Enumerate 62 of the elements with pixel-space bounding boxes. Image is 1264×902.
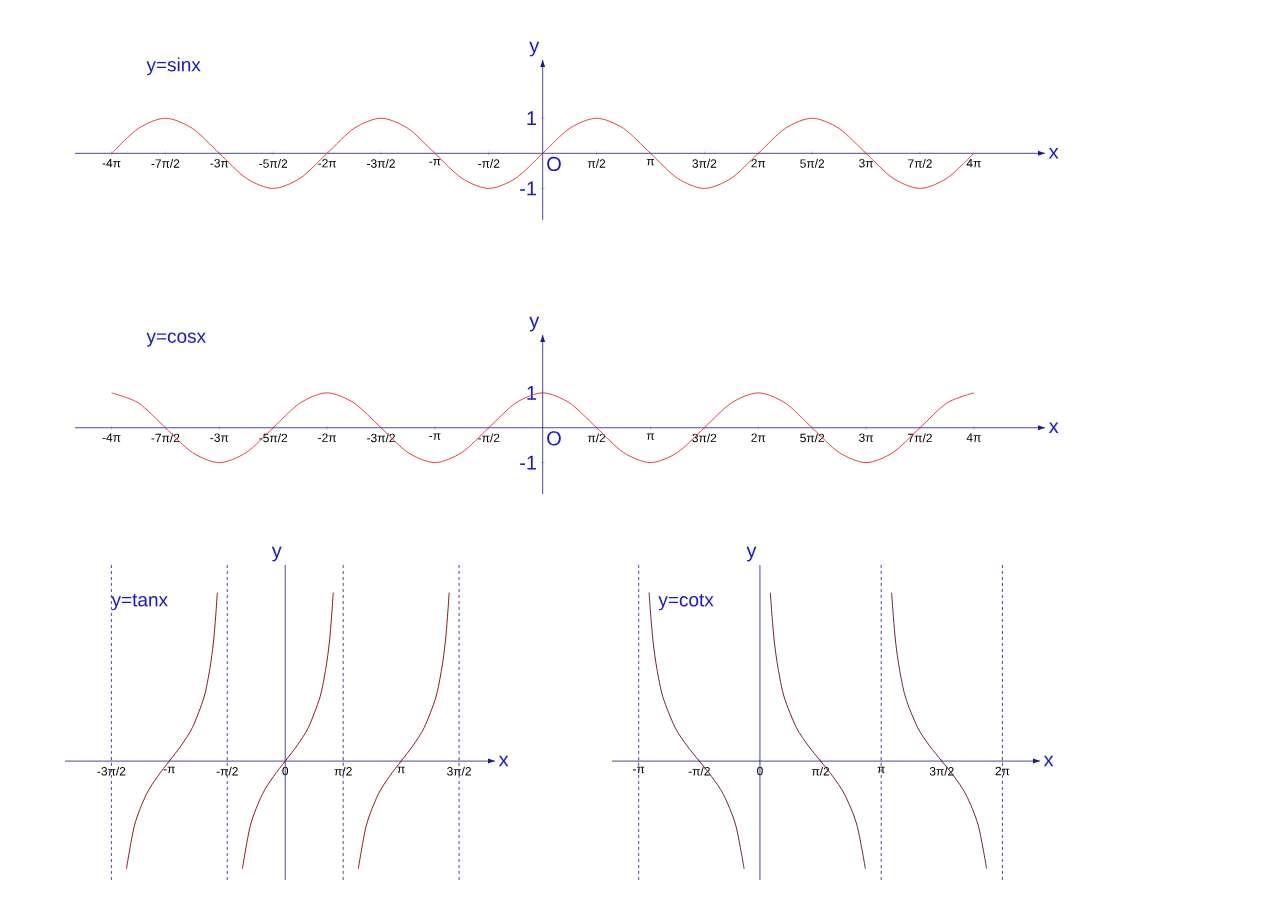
x-tick-label: 4π <box>966 159 981 168</box>
annotation: O <box>547 156 561 172</box>
x-tick-label: -7π/2 <box>151 159 180 168</box>
x-tick-label: 0 <box>757 766 763 776</box>
x-tick-label: 3π <box>859 433 874 442</box>
x-tick-label: -4π <box>102 433 121 442</box>
y-axis-title: y <box>746 546 757 562</box>
x-tick-label: 7π/2 <box>908 159 932 168</box>
chart-title: y=cotx <box>658 594 714 611</box>
x-tick-label: 3π/2 <box>447 766 471 776</box>
x-tick-label: -π <box>429 433 441 440</box>
x-tick-label: -π/2 <box>478 159 500 168</box>
x-tick-label: -π <box>163 766 175 774</box>
y-tick-label: -1 <box>520 455 537 470</box>
x-tick-label: 5π/2 <box>800 433 825 443</box>
annotation: O <box>547 431 561 446</box>
y-tick-label: -1 <box>520 181 537 196</box>
x-tick-label: -3π/2 <box>367 433 395 443</box>
x-tick-label: π/2 <box>334 766 352 776</box>
x-tick-label: 3π/2 <box>692 433 717 443</box>
x-tick-label: 2π <box>995 766 1010 776</box>
chart-title: y=tanx <box>111 594 168 611</box>
x-tick-label: π <box>646 433 655 440</box>
x-tick-label: -3π/2 <box>97 766 126 776</box>
x-tick-label: -3π/2 <box>367 159 395 168</box>
x-tick-label: 4π <box>966 433 981 442</box>
x-tick-label: 2π <box>751 158 766 168</box>
x-tick-label: -π/2 <box>688 766 710 776</box>
x-tick-label: -π/2 <box>478 433 500 443</box>
x-axis-title: x <box>498 755 509 767</box>
x-tick-label: 3π/2 <box>929 766 954 776</box>
x-tick-label: π/2 <box>811 766 830 776</box>
x-tick-label: -π <box>633 766 645 774</box>
y-axis-title: y <box>529 41 540 57</box>
x-tick-label: π/2 <box>587 433 606 443</box>
x-tick-label: -4π <box>102 159 121 168</box>
x-tick-label: 7π/2 <box>908 433 932 443</box>
x-tick-label: 2π <box>751 433 766 442</box>
x-tick-label: -3π <box>210 433 229 442</box>
x-tick-label: -5π/2 <box>259 433 288 443</box>
x-tick-label: -5π/2 <box>259 159 288 168</box>
x-tick-label: 3π/2 <box>692 159 717 168</box>
x-tick-label: -3π <box>210 158 229 168</box>
x-tick-label: -π <box>429 158 441 166</box>
x-tick-label: -π/2 <box>216 766 238 776</box>
x-tick-label: 0 <box>282 766 289 776</box>
x-tick-label: 5π/2 <box>800 159 825 168</box>
x-tick-label: -2π <box>318 158 337 168</box>
x-tick-label: π <box>646 158 655 166</box>
x-axis-title: x <box>1048 422 1059 434</box>
x-tick-label: π <box>397 766 405 774</box>
x-tick-label: 3π <box>859 158 874 168</box>
y-axis-title: y <box>271 546 282 562</box>
x-tick-label: -2π <box>318 433 337 442</box>
chart-title: y=sinx <box>146 57 201 76</box>
chart-title: y=cosx <box>146 332 206 347</box>
x-axis-title: x <box>1043 755 1054 767</box>
y-axis-title: y <box>529 316 540 332</box>
y-tick-label: 1 <box>527 111 537 126</box>
x-axis-title: x <box>1048 148 1059 159</box>
x-tick-label: π/2 <box>587 159 606 168</box>
x-tick-label: π <box>877 766 885 774</box>
